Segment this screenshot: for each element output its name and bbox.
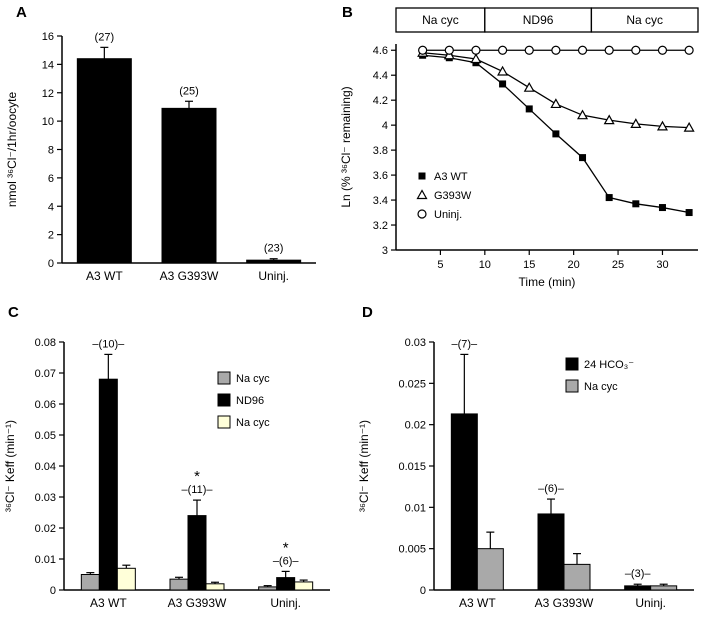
svg-text:4: 4 — [48, 201, 54, 213]
svg-text:0.025: 0.025 — [398, 378, 426, 390]
svg-text:–(6)–: –(6)– — [273, 555, 300, 567]
svg-text:Na cyc: Na cyc — [236, 373, 270, 385]
svg-text:0.08: 0.08 — [35, 337, 56, 349]
svg-text:6: 6 — [48, 173, 54, 185]
svg-text:*: * — [194, 468, 200, 485]
svg-text:3.2: 3.2 — [373, 220, 388, 232]
svg-text:3.6: 3.6 — [373, 170, 388, 182]
svg-text:2: 2 — [48, 230, 54, 242]
svg-text:Na cyc: Na cyc — [422, 13, 459, 27]
panel-d-chart: 0 0.005 0.01 0.015 0.02 0.025 0.03 ³⁶Cl⁻ Keff (… — [357, 337, 694, 610]
svg-text:14: 14 — [42, 59, 54, 71]
svg-text:³⁶Cl⁻ Keff (min⁻¹): ³⁶Cl⁻ Keff (min⁻¹) — [3, 420, 17, 512]
panel-a-chart: 0 2 4 6 8 10 12 14 16 nmol ³⁶Cl⁻/1hr/oocyte A3 WT (… — [5, 31, 316, 283]
svg-text:–(6)–: –(6)– — [538, 483, 565, 495]
svg-text:30: 30 — [656, 259, 668, 271]
svg-text:0: 0 — [50, 585, 56, 597]
svg-text:4: 4 — [382, 120, 388, 132]
svg-text:Na cyc: Na cyc — [236, 417, 270, 429]
svg-text:0.01: 0.01 — [35, 554, 56, 566]
panel-c: C 0 0.01 0.02 0.03 0.04 0.05 0.06 0.07 0.08 ³⁶Cl⁻… — [0, 300, 354, 618]
svg-text:0.01: 0.01 — [405, 502, 426, 514]
panel-a-label: A — [16, 4, 27, 21]
svg-text:0.005: 0.005 — [398, 544, 426, 556]
svg-text:3: 3 — [382, 245, 388, 257]
svg-text:Uninj.: Uninj. — [258, 269, 289, 283]
svg-text:20: 20 — [568, 259, 580, 271]
svg-text:A3 G393W: A3 G393W — [160, 269, 219, 283]
svg-text:Na cyc: Na cyc — [626, 13, 663, 27]
svg-text:10: 10 — [42, 116, 54, 128]
svg-text:0.015: 0.015 — [398, 461, 426, 473]
svg-text:4.6: 4.6 — [373, 45, 388, 57]
panel-b-chart: 3 3.2 3.4 3.6 3.8 4 4.2 4.4 4.6 5 10 15 20 25 30 Ln (% … — [339, 7, 699, 289]
svg-text:0.03: 0.03 — [405, 337, 426, 349]
svg-text:–(11)–: –(11)– — [182, 484, 214, 496]
svg-text:(27): (27) — [95, 31, 115, 43]
svg-text:5: 5 — [437, 259, 443, 271]
svg-text:0.02: 0.02 — [35, 523, 56, 535]
svg-text:(25): (25) — [179, 85, 199, 97]
svg-text:0.06: 0.06 — [35, 399, 56, 411]
svg-text:Ln (% ³⁶Cl⁻ remaining): Ln (% ³⁶Cl⁻ remaining) — [339, 86, 353, 207]
svg-text:A3 WT: A3 WT — [86, 269, 123, 283]
svg-text:4.4: 4.4 — [373, 70, 388, 82]
svg-text:nmol ³⁶Cl⁻/1hr/oocyte: nmol ³⁶Cl⁻/1hr/oocyte — [5, 92, 19, 208]
panel-a: A 0 2 4 6 8 10 12 14 16 nmol ³⁶Cl⁻/1hr/oocyte A3 W… — [0, 0, 330, 300]
svg-text:ND96: ND96 — [236, 395, 264, 407]
svg-text:15: 15 — [523, 259, 535, 271]
svg-text:A3 WT: A3 WT — [459, 596, 496, 610]
panel-c-chart: 0 0.01 0.02 0.03 0.04 0.05 0.06 0.07 0.08 ³⁶Cl⁻ K… — [3, 337, 330, 610]
svg-text:A3 G393W: A3 G393W — [535, 596, 594, 610]
svg-text:A3 WT: A3 WT — [90, 596, 127, 610]
svg-text:3.8: 3.8 — [373, 145, 388, 157]
svg-text:3.4: 3.4 — [373, 195, 388, 207]
panel-c-label: C — [8, 304, 19, 321]
svg-text:4.2: 4.2 — [373, 95, 388, 107]
svg-text:Uninj.: Uninj. — [434, 209, 462, 221]
svg-text:A3 G393W: A3 G393W — [168, 596, 227, 610]
svg-text:16: 16 — [42, 31, 54, 43]
svg-text:24 HCO₃⁻: 24 HCO₃⁻ — [584, 359, 634, 371]
svg-text:0.04: 0.04 — [35, 461, 56, 473]
panel-d: D 0 0.005 0.01 0.015 0.02 0.025 0.03 ³⁶Cl⁻ Keff… — [354, 300, 708, 618]
svg-text:0: 0 — [420, 585, 426, 597]
svg-text:–(7)–: –(7)– — [451, 338, 478, 350]
svg-text:10: 10 — [479, 259, 491, 271]
svg-text:*: * — [283, 539, 289, 556]
svg-text:Time (min): Time (min) — [519, 275, 576, 289]
svg-text:G393W: G393W — [434, 190, 472, 202]
panel-d-label: D — [362, 304, 373, 321]
svg-text:25: 25 — [612, 259, 624, 271]
svg-text:0.02: 0.02 — [405, 420, 426, 432]
panel-b: B 3 3.2 3.4 3.6 3.8 4 4.2 4.4 4.6 5 10 15 20 25 30 Ln (… — [330, 0, 708, 300]
svg-text:Uninj.: Uninj. — [635, 596, 666, 610]
svg-text:³⁶Cl⁻ Keff (min⁻¹): ³⁶Cl⁻ Keff (min⁻¹) — [357, 420, 371, 512]
svg-text:0.03: 0.03 — [35, 492, 56, 504]
svg-text:0.07: 0.07 — [35, 368, 56, 380]
svg-text:–(3)–: –(3)– — [625, 568, 652, 580]
svg-text:–(10)–: –(10)– — [92, 338, 125, 350]
svg-text:8: 8 — [48, 145, 54, 157]
svg-text:0: 0 — [48, 258, 54, 270]
svg-text:12: 12 — [42, 88, 54, 100]
svg-text:0.05: 0.05 — [35, 430, 56, 442]
svg-text:ND96: ND96 — [523, 13, 554, 27]
svg-text:Uninj.: Uninj. — [270, 596, 301, 610]
svg-text:Na cyc: Na cyc — [584, 381, 618, 393]
svg-text:A3 WT: A3 WT — [434, 171, 468, 183]
panel-b-label: B — [342, 4, 353, 21]
svg-text:(23): (23) — [264, 243, 284, 255]
